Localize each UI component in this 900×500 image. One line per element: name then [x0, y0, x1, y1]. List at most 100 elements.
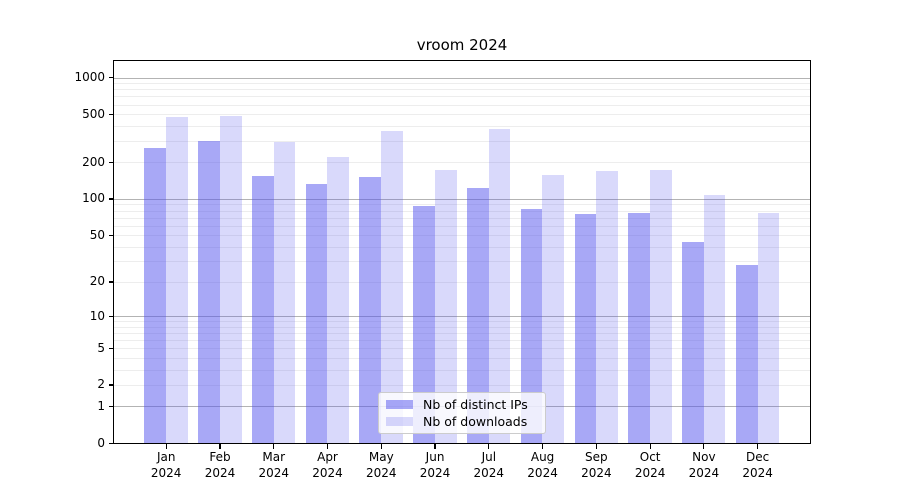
gridline-minor — [114, 83, 810, 85]
gridline-major — [114, 77, 810, 79]
gridline-minor — [114, 261, 810, 263]
bar-distinct-ips-oct — [628, 213, 651, 443]
y-tick-label: 1000 — [74, 70, 105, 85]
y-tick-label: 1 — [97, 398, 105, 413]
gridline-major — [114, 198, 810, 200]
bar-distinct-ips-apr — [305, 184, 328, 443]
x-tick-year: 2024 — [365, 465, 397, 480]
y-tick-label: 20 — [89, 274, 105, 289]
x-tick-year: 2024 — [742, 465, 773, 480]
x-tick — [541, 444, 544, 449]
bar-downloads-nov — [703, 195, 726, 443]
x-tick — [165, 444, 167, 449]
x-tick-month: Oct — [639, 450, 661, 464]
chart-title: vroom 2024 — [416, 36, 508, 54]
x-tick-month: Feb — [209, 450, 231, 464]
gridline-minor — [114, 333, 810, 334]
x-tick — [434, 444, 436, 449]
gridline-minor — [114, 235, 810, 237]
x-tick-label: Mar 2024 — [244, 450, 304, 481]
x-tick — [649, 444, 651, 449]
gridline-minor — [114, 357, 810, 359]
y-tick-label: 50 — [89, 227, 105, 242]
y-tick-label: 500 — [82, 106, 105, 121]
bar-distinct-ips-jul — [467, 188, 489, 443]
x-tick — [703, 444, 705, 449]
x-tick-year: 2024 — [688, 465, 720, 480]
x-tick — [757, 444, 759, 449]
gridline-minor — [114, 369, 810, 371]
x-tick-label: Oct 2024 — [620, 450, 680, 481]
legend-label-distinct-ips: Nb of distinct IPs — [423, 396, 528, 412]
legend-label-downloads: Nb of downloads — [423, 414, 528, 430]
plot-area — [113, 60, 811, 444]
gridline-major — [114, 316, 810, 318]
x-tick-label: Sep 2024 — [566, 450, 626, 481]
x-tick-year: 2024 — [634, 465, 666, 480]
gridline-minor — [114, 225, 810, 227]
x-tick — [219, 444, 221, 449]
y-tick — [108, 384, 114, 386]
bar-distinct-ips-nov — [682, 241, 704, 443]
bar-downloads-jul — [488, 128, 511, 443]
x-tick-label: May 2024 — [351, 450, 411, 481]
bar-distinct-ips-feb — [198, 141, 220, 443]
bar-downloads-oct — [650, 170, 672, 443]
x-tick — [273, 444, 275, 449]
x-tick-label: Apr 2024 — [298, 450, 358, 481]
legend-item-distinct-ips: Nb of distinct IPs — [386, 396, 537, 412]
gridline-minor — [114, 104, 810, 106]
gridline-minor — [114, 114, 810, 116]
bar-downloads-jan — [166, 117, 188, 443]
gridline-minor — [114, 326, 810, 328]
x-tick-year: 2024 — [150, 465, 182, 480]
y-tick — [108, 442, 114, 444]
gridline-minor — [114, 162, 810, 164]
gridline-minor — [114, 141, 810, 143]
bar-distinct-ips-may — [359, 176, 382, 443]
x-tick-month: Mar — [262, 450, 286, 464]
y-tick — [108, 161, 114, 164]
x-tick-year: 2024 — [581, 465, 612, 480]
gridline-minor — [114, 281, 810, 283]
y-tick — [108, 281, 114, 283]
gridline-minor — [114, 246, 810, 248]
bar-downloads-aug — [542, 174, 565, 443]
x-tick-month: Dec — [746, 450, 770, 464]
gridline-minor — [114, 125, 810, 127]
x-tick — [488, 444, 490, 449]
x-tick-year: 2024 — [527, 465, 558, 480]
y-tick-label: 0 — [97, 435, 105, 450]
bar-distinct-ips-sep — [574, 213, 597, 443]
y-tick — [108, 315, 114, 317]
x-tick-label: Jan 2024 — [136, 450, 196, 481]
bar-distinct-ips-mar — [251, 175, 274, 443]
gridline-minor — [114, 348, 810, 350]
legend-swatch-distinct-ips — [386, 399, 413, 409]
bar-downloads-mar — [273, 141, 296, 443]
y-tick-label: 200 — [82, 154, 105, 169]
gridline-minor — [114, 204, 810, 206]
gridline-minor — [114, 321, 810, 323]
gridline-minor — [114, 340, 810, 342]
x-tick-year: 2024 — [312, 465, 343, 480]
gridline-minor — [114, 210, 810, 212]
bar-downloads-may — [381, 130, 403, 443]
x-tick-month: Apr — [317, 450, 338, 464]
x-tick — [326, 444, 329, 449]
gridline-minor — [114, 96, 810, 98]
bar-distinct-ips-jan — [144, 147, 167, 443]
x-tick-month: Jan — [156, 450, 176, 464]
x-tick-month: Aug — [530, 450, 555, 464]
bar-distinct-ips-aug — [520, 209, 543, 443]
bar-downloads-jun — [434, 170, 457, 443]
bar-downloads-apr — [327, 156, 350, 443]
bar-distinct-ips-dec — [735, 264, 758, 443]
x-tick-label: Jul 2024 — [459, 450, 519, 481]
y-tick — [108, 198, 114, 200]
y-tick — [108, 405, 114, 408]
x-tick-label: Dec 2024 — [728, 450, 788, 481]
y-tick — [108, 347, 114, 349]
bar-distinct-ips-jun — [413, 206, 435, 443]
